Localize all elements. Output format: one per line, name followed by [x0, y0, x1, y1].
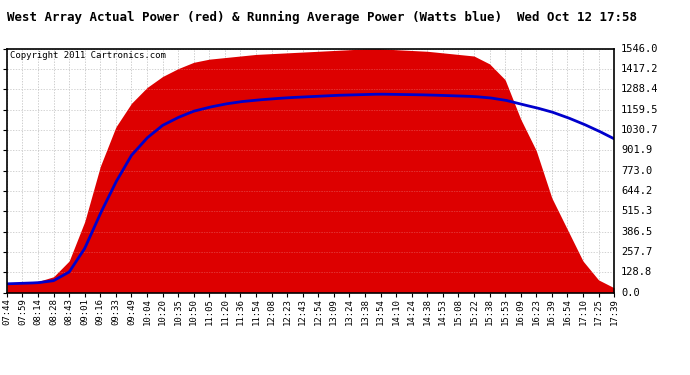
Text: 644.2: 644.2: [621, 186, 652, 196]
Text: 128.8: 128.8: [621, 267, 652, 277]
Text: 515.3: 515.3: [621, 206, 652, 216]
Text: 901.9: 901.9: [621, 145, 652, 155]
Text: 386.5: 386.5: [621, 226, 652, 237]
Text: 1159.5: 1159.5: [621, 105, 658, 115]
Text: 1030.7: 1030.7: [621, 125, 658, 135]
Text: West Array Actual Power (red) & Running Average Power (Watts blue)  Wed Oct 12 1: West Array Actual Power (red) & Running …: [7, 11, 637, 24]
Text: Copyright 2011 Cartronics.com: Copyright 2011 Cartronics.com: [10, 51, 166, 60]
Text: 1546.0: 1546.0: [621, 44, 658, 54]
Text: 1417.2: 1417.2: [621, 64, 658, 74]
Text: 1288.4: 1288.4: [621, 84, 658, 94]
Text: 0.0: 0.0: [621, 288, 640, 297]
Text: 773.0: 773.0: [621, 166, 652, 176]
Text: 257.7: 257.7: [621, 247, 652, 257]
